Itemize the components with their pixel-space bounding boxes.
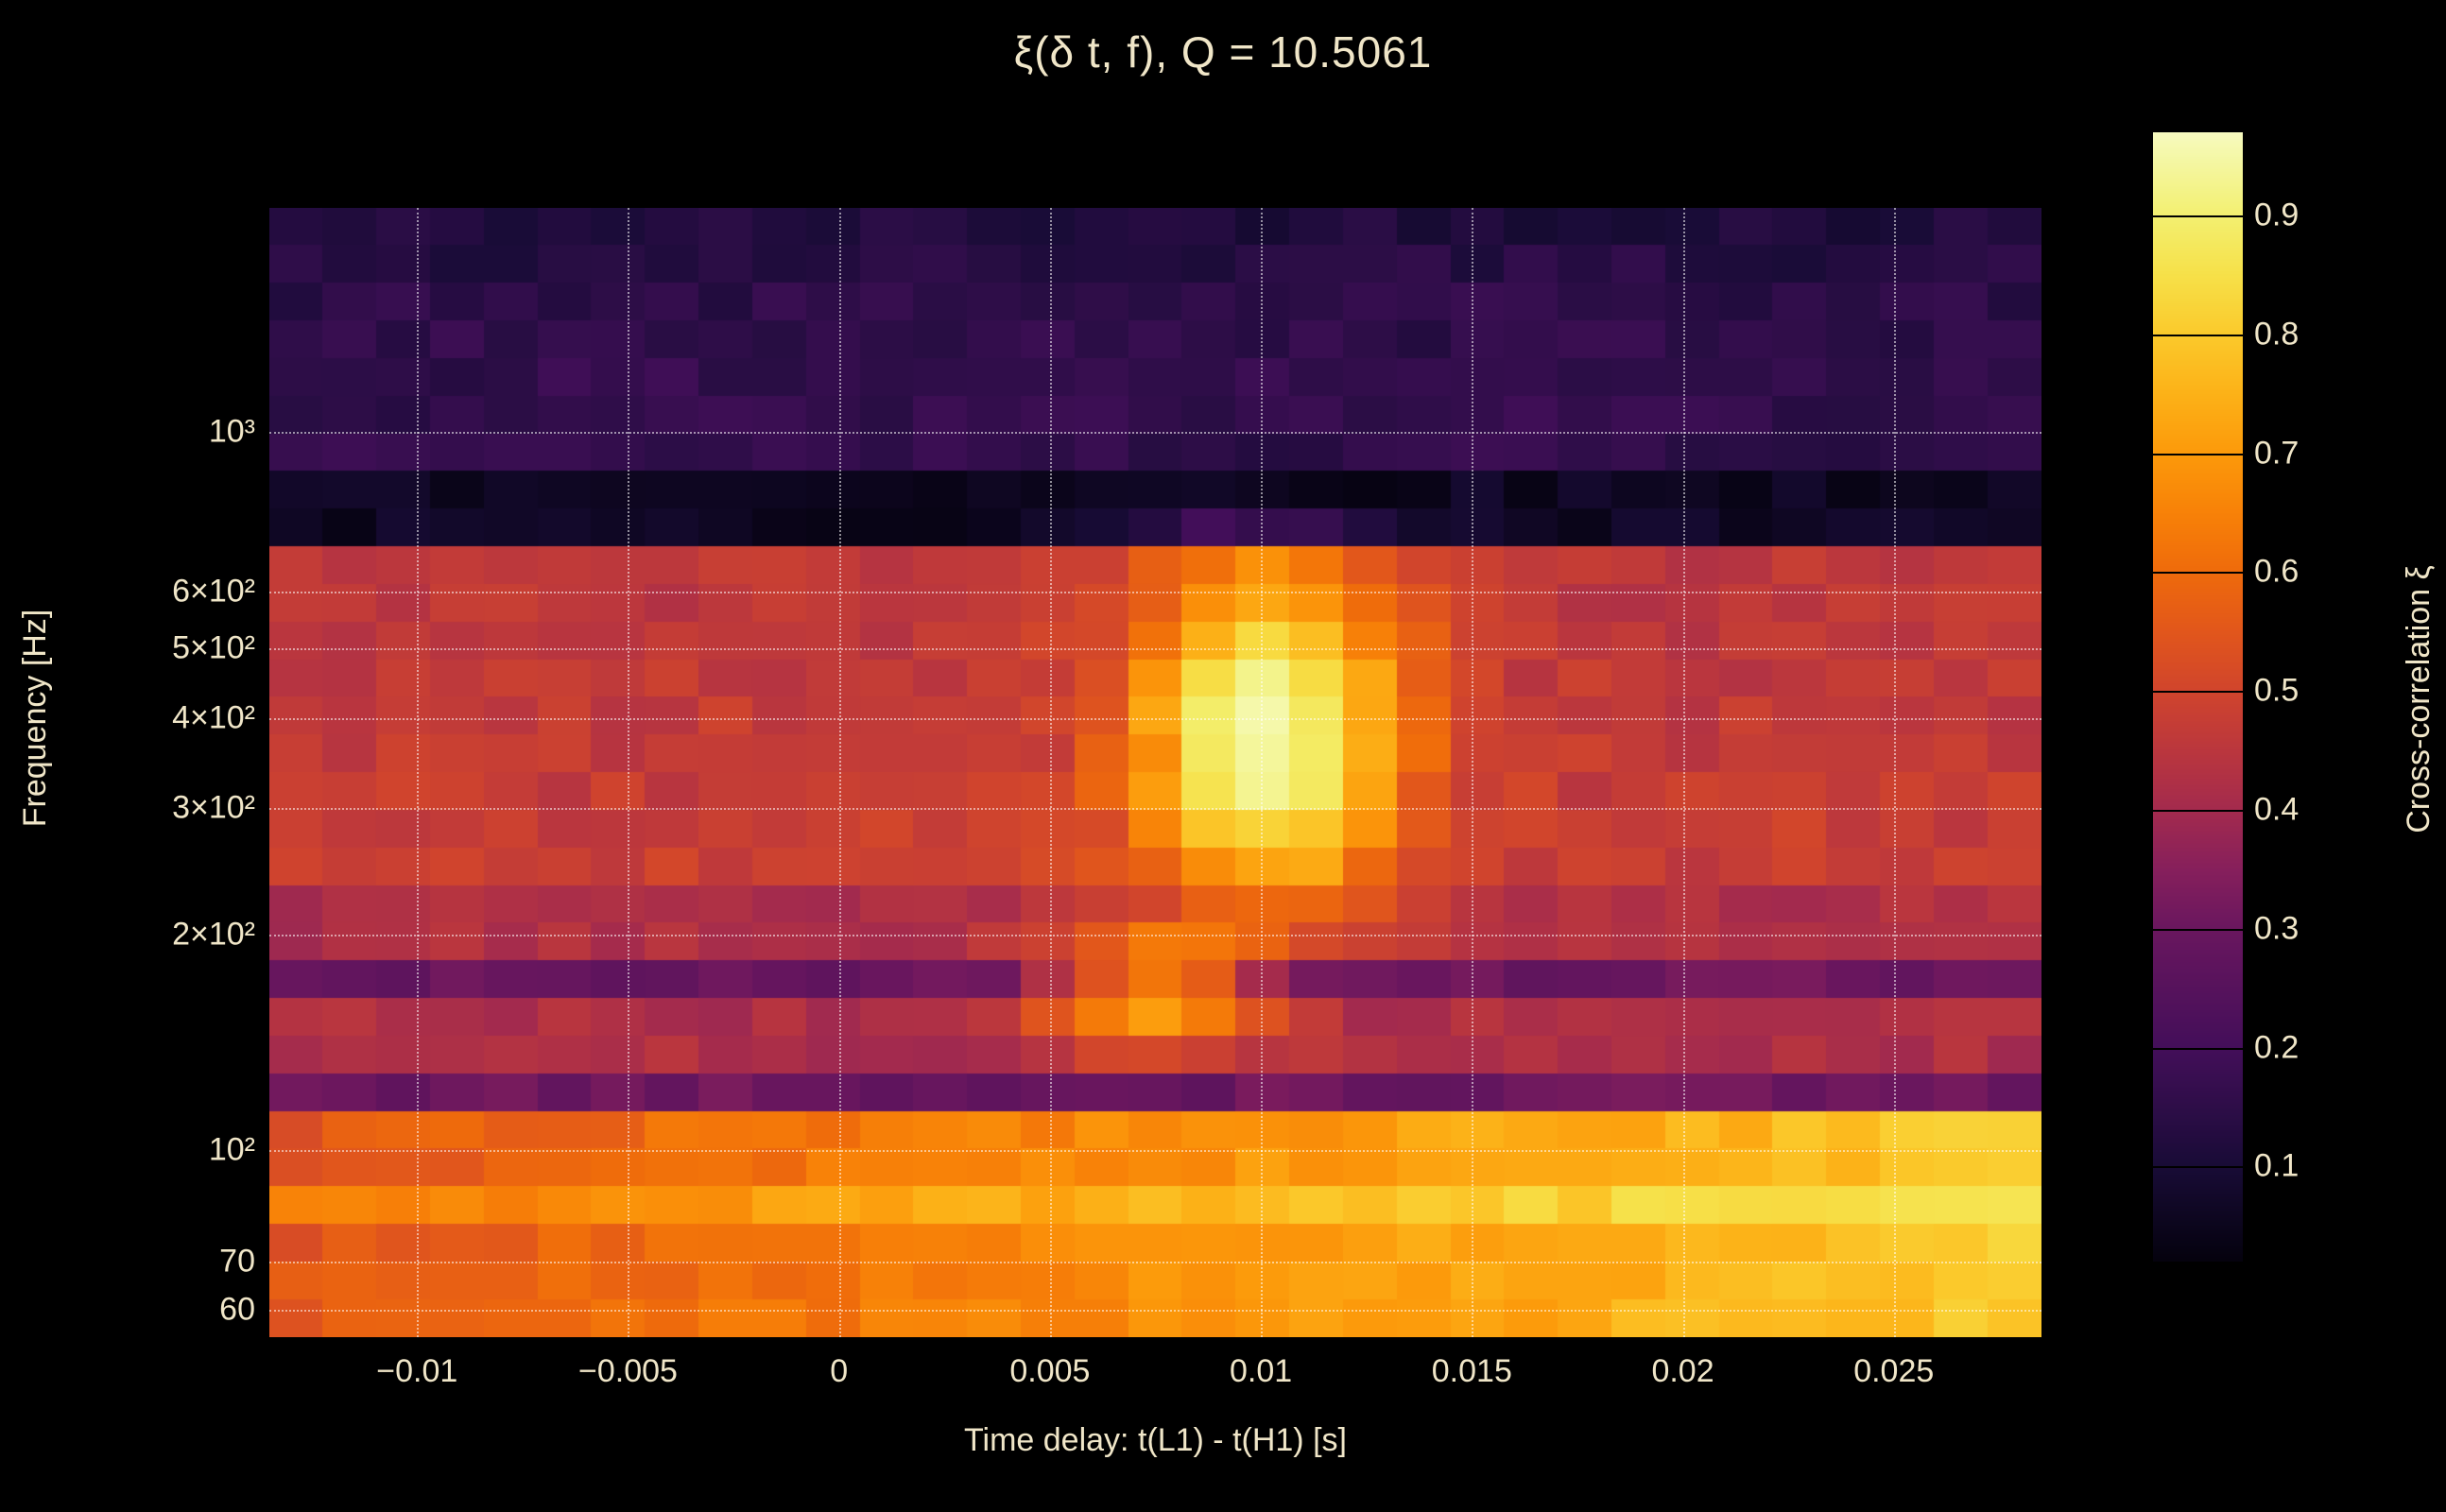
x-tick-label-0.005[interactable]: 0.005 [1009,1353,1090,1390]
colorbar-tick-line [2153,215,2243,217]
y-tick-label-3×10²[interactable]: 3×10² [38,789,255,826]
colorbar-tick-line [2153,335,2243,336]
colorbar-tick-line [2153,454,2243,455]
y-gridline [269,935,2041,936]
colorbar-tick-label-0.5[interactable]: 0.5 [2254,673,2299,710]
x-tick-label-−0.005[interactable]: −0.005 [578,1353,678,1390]
y-gridline [269,592,2041,593]
y-gridline [269,432,2041,434]
y-tick-label-2×10²[interactable]: 2×10² [38,916,255,953]
y-gridline [269,718,2041,720]
x-tick-label-0.01[interactable]: 0.01 [1230,1353,1292,1390]
y-tick-label-70[interactable]: 70 [38,1244,255,1280]
heatmap-canvas[interactable] [269,208,2041,1337]
colorbar-tick-label-0.2[interactable]: 0.2 [2254,1029,2299,1066]
x-axis-label: Time delay: t(L1) - t(H1) [s] [269,1422,2041,1459]
y-gridline [269,1262,2041,1263]
x-gridline [1472,208,1473,1337]
colorbar-title: Cross-correlation ξ [2401,565,2437,833]
y-tick-label-4×10²[interactable]: 4×10² [38,699,255,736]
colorbar-tick-line [2153,1166,2243,1168]
colorbar-tick-line [2153,691,2243,693]
colorbar-tick-label-0.7[interactable]: 0.7 [2254,435,2299,472]
x-gridline [839,208,841,1337]
y-tick-label-60[interactable]: 60 [38,1292,255,1329]
x-gridline [1261,208,1263,1337]
plot-title: ξ(δ t, f), Q = 10.5061 [0,26,2446,77]
x-gridline [417,208,419,1337]
colorbar-canvas[interactable] [2153,132,2243,1262]
x-tick-label-0.02[interactable]: 0.02 [1651,1353,1714,1390]
y-tick-label-6×10²[interactable]: 6×10² [38,573,255,610]
x-tick-label-−0.01[interactable]: −0.01 [376,1353,457,1390]
colorbar-tick-line [2153,929,2243,931]
y-tick-label-10²[interactable]: 10² [38,1132,255,1169]
heatmap-plot-area[interactable] [269,208,2041,1337]
x-gridline [1683,208,1685,1337]
colorbar[interactable] [2153,132,2243,1262]
x-gridline [1894,208,1896,1337]
y-gridline [269,808,2041,810]
y-gridline [269,1310,2041,1312]
colorbar-tick-label-0.9[interactable]: 0.9 [2254,198,2299,234]
colorbar-tick-label-0.6[interactable]: 0.6 [2254,554,2299,591]
colorbar-tick-line [2153,1048,2243,1050]
x-tick-label-0[interactable]: 0 [830,1353,848,1390]
x-gridline [628,208,629,1337]
y-tick-label-10³[interactable]: 10³ [38,413,255,450]
qtransform-plot-window: ξ(δ t, f), Q = 10.5061 Frequency [Hz] Ti… [0,0,2446,1512]
colorbar-tick-label-0.3[interactable]: 0.3 [2254,910,2299,947]
colorbar-tick-label-0.8[interactable]: 0.8 [2254,316,2299,352]
colorbar-tick-label-0.4[interactable]: 0.4 [2254,792,2299,829]
y-gridline [269,648,2041,650]
colorbar-tick-label-0.1[interactable]: 0.1 [2254,1148,2299,1185]
colorbar-tick-line [2153,810,2243,812]
y-tick-label-5×10²[interactable]: 5×10² [38,629,255,666]
colorbar-tick-line [2153,572,2243,574]
x-tick-label-0.025[interactable]: 0.025 [1853,1353,1934,1390]
x-gridline [1050,208,1052,1337]
x-tick-label-0.015[interactable]: 0.015 [1432,1353,1512,1390]
y-gridline [269,1150,2041,1152]
